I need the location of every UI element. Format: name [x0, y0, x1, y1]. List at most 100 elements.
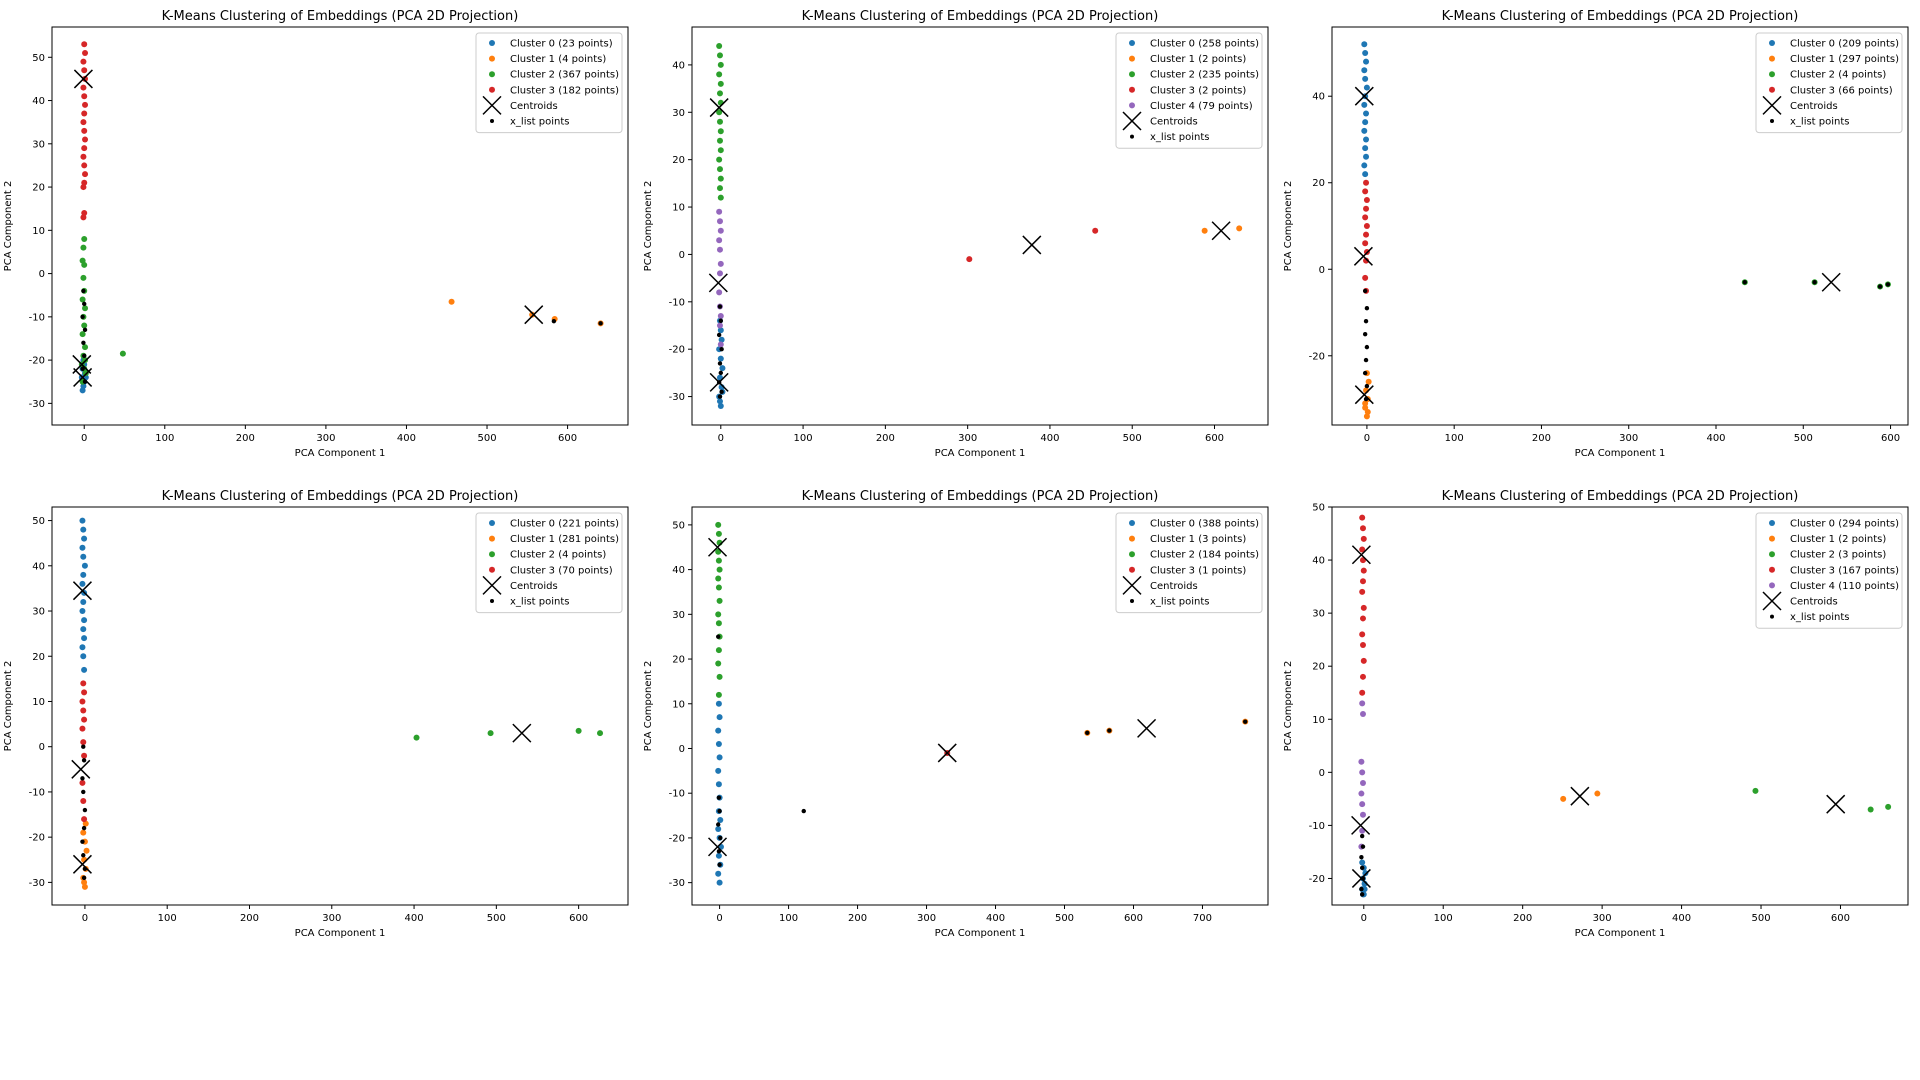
data-point — [80, 244, 87, 251]
data-point — [717, 260, 724, 267]
data-point — [1359, 769, 1366, 776]
data-point — [1363, 223, 1370, 229]
y-tick-label: 40 — [32, 96, 45, 107]
x-list-point — [551, 318, 557, 324]
data-point — [1363, 110, 1370, 117]
x-list-point — [1363, 396, 1369, 402]
data-point — [1362, 171, 1369, 178]
legend-label: Centroids — [1790, 597, 1838, 608]
data-point — [80, 797, 87, 804]
data-point — [715, 611, 722, 618]
legend-label: Cluster 4 (110 points) — [1790, 581, 1899, 592]
centroid-marker — [71, 759, 91, 779]
data-point — [1363, 84, 1370, 91]
data-point — [1360, 535, 1367, 542]
centroid-marker — [709, 98, 729, 118]
legend-marker — [1130, 134, 1134, 139]
x-tick-label: 200 — [1532, 433, 1551, 444]
data-point — [82, 136, 89, 143]
legend-marker — [1769, 55, 1775, 62]
y-tick-label: -30 — [29, 878, 45, 889]
data-point — [1363, 257, 1370, 264]
y-tick-label: -20 — [1309, 351, 1325, 362]
centroid-marker — [1353, 246, 1373, 266]
data-point — [81, 752, 88, 759]
data-point — [81, 162, 88, 169]
data-point — [1362, 404, 1369, 411]
x-tick-label: 300 — [1619, 433, 1638, 444]
legend-label: Centroids — [1790, 101, 1838, 112]
y-tick-label: -20 — [1309, 874, 1325, 885]
legend-marker — [490, 599, 494, 603]
y-axis-label: PCA Component 2 — [1283, 181, 1294, 272]
data-point — [82, 305, 89, 312]
data-point — [80, 739, 87, 746]
chart-2: K-Means Clustering of Embeddings (PCA 2D… — [643, 9, 1269, 459]
x-tick-label: 0 — [82, 913, 88, 924]
y-tick-label: 20 — [672, 155, 685, 166]
data-point — [717, 817, 724, 824]
legend-marker — [489, 71, 495, 78]
data-point — [81, 816, 88, 823]
data-point — [1362, 119, 1369, 126]
x-list-point — [82, 866, 88, 872]
legend-marker — [1129, 86, 1135, 93]
data-point — [1359, 689, 1366, 696]
x-list-point — [801, 808, 806, 814]
x-tick-label: 600 — [1205, 433, 1224, 444]
data-point — [718, 336, 725, 343]
data-point — [715, 620, 722, 627]
y-axis-label: PCA Component 2 — [643, 181, 654, 272]
centroid-marker — [1022, 235, 1042, 255]
x-list-point — [716, 380, 722, 385]
data-point — [717, 227, 724, 234]
legend-marker — [489, 566, 495, 573]
data-point — [717, 327, 724, 334]
centroid-marker — [1137, 718, 1157, 738]
legend-label: Centroids — [1150, 117, 1198, 128]
series-3 — [80, 41, 89, 221]
data-point — [716, 42, 723, 49]
x-tick-label: 300 — [917, 913, 936, 924]
series-0 — [79, 517, 88, 673]
legend-marker — [1129, 520, 1135, 526]
data-point — [1361, 67, 1368, 74]
x-list-point — [1362, 370, 1368, 376]
data-point — [448, 298, 455, 305]
legend-label: Cluster 3 (66 points) — [1790, 85, 1893, 96]
legend-label: Cluster 2 (235 points) — [1150, 70, 1259, 81]
x-list-point — [1742, 280, 1748, 285]
data-point — [1363, 197, 1370, 204]
y-tick-label: 40 — [32, 561, 45, 572]
data-point — [1359, 801, 1366, 808]
y-tick-label: -20 — [669, 833, 685, 844]
data-point — [1359, 631, 1366, 638]
data-point — [715, 691, 722, 698]
x-tick-label: 600 — [1831, 913, 1850, 924]
x-list-point — [716, 332, 722, 338]
series-2 — [1752, 787, 1892, 813]
centroid-marker — [512, 723, 532, 743]
x-list-point — [1362, 331, 1368, 337]
data-point — [716, 208, 723, 215]
y-tick-label: -10 — [1309, 821, 1325, 832]
x-tick-label: 600 — [558, 433, 577, 444]
y-tick-label: 30 — [672, 610, 685, 621]
series-1 — [1560, 790, 1601, 802]
y-tick-label: 50 — [32, 53, 45, 64]
legend-label: x_list points — [510, 117, 570, 128]
data-point — [715, 727, 722, 734]
data-point — [715, 530, 722, 537]
legend-centroid-marker — [1122, 575, 1142, 595]
legend-box — [1755, 512, 1903, 629]
y-tick-label: 20 — [672, 655, 685, 666]
legend-marker — [1770, 119, 1774, 123]
x-tick-label: 100 — [158, 913, 177, 924]
data-point — [717, 80, 724, 87]
data-point — [1359, 641, 1366, 648]
legend-box — [475, 512, 623, 614]
data-point — [716, 754, 723, 761]
data-point — [715, 557, 722, 564]
data-point — [715, 767, 722, 774]
x-tick-label: 300 — [958, 433, 977, 444]
